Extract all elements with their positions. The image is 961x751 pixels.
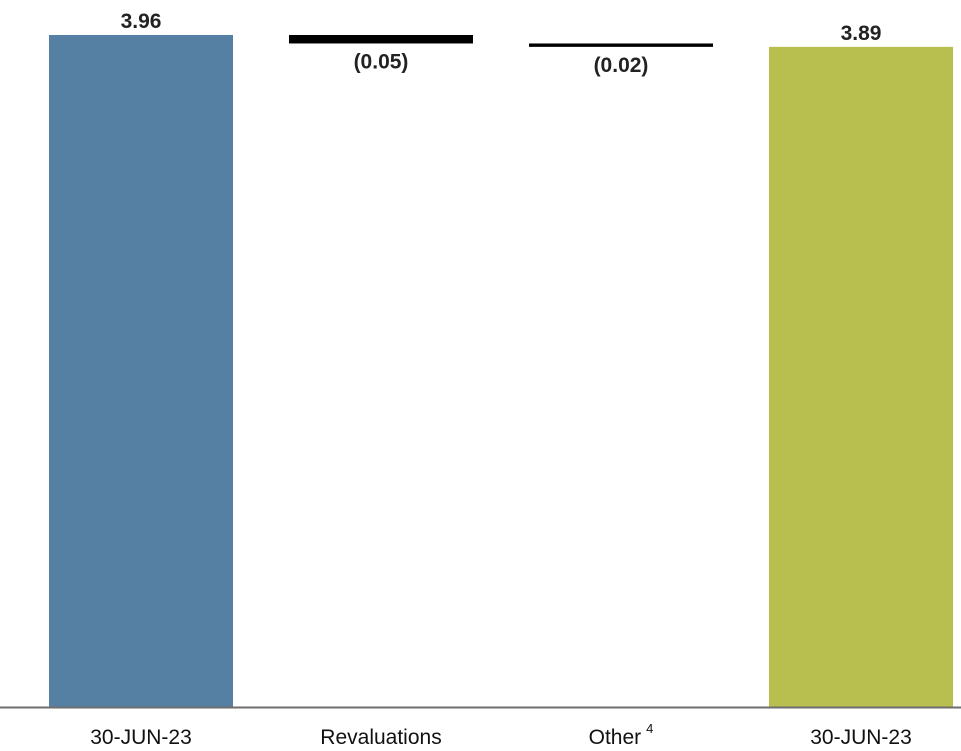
category-label: 30-JUN-23 [810,726,912,749]
bars-group [49,34,953,708]
total-bar [49,34,233,708]
value-label: 3.96 [121,10,162,33]
category-label: Other 4 [589,721,654,749]
value-label: 3.89 [841,22,882,45]
category-label: 30-JUN-23 [90,726,192,749]
value-label: (0.02) [594,54,649,77]
total-bar [769,46,953,707]
category-labels-group: 30-JUN-23 Revaluations Other 4 30-JUN-23 [90,721,912,749]
category-label: Revaluations [320,726,441,749]
value-labels-group: 3.96 (0.05) (0.02) 3.89 [121,10,882,77]
delta-bar [289,34,473,44]
value-label: (0.05) [354,50,409,73]
footnote-marker: 4 [646,721,653,736]
delta-bar [529,43,713,47]
